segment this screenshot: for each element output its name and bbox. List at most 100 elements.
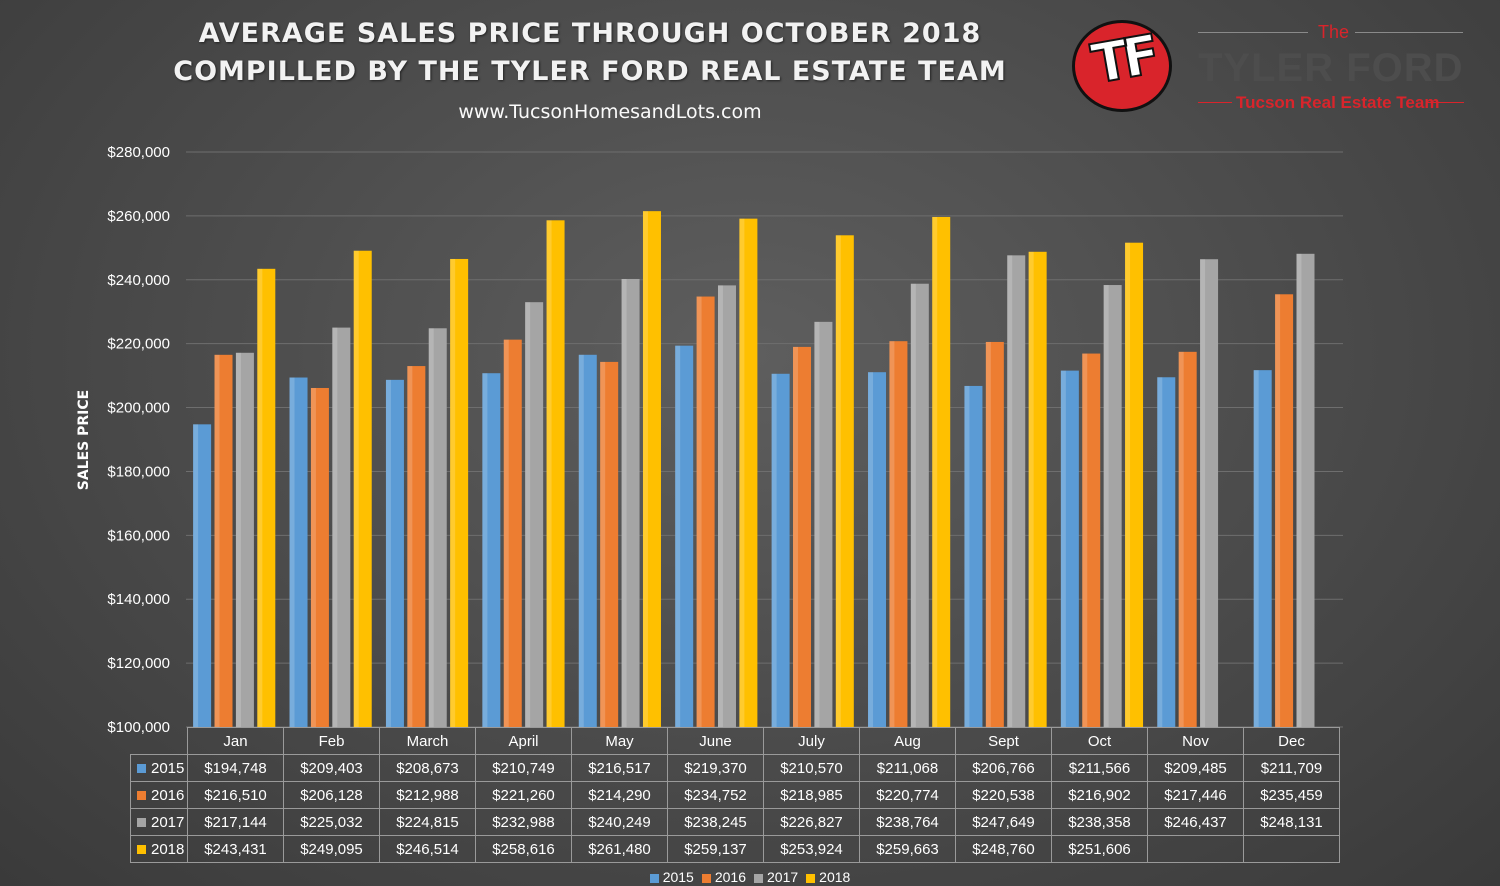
table-cell: $214,290 bbox=[571, 781, 668, 809]
bar-2016-march bbox=[407, 366, 426, 727]
series-swatch bbox=[137, 791, 146, 801]
bar-2018-oct bbox=[1125, 242, 1144, 727]
table-cell bbox=[1243, 835, 1340, 863]
table-cell: $240,249 bbox=[571, 808, 668, 836]
bar-highlight bbox=[814, 321, 820, 727]
table-cell: $232,988 bbox=[475, 808, 572, 836]
table-cell: $238,245 bbox=[667, 808, 764, 836]
table-cell: $218,985 bbox=[763, 781, 860, 809]
y-tick-label: $160,000 bbox=[107, 527, 170, 544]
table-cell: $261,480 bbox=[571, 835, 668, 863]
table-cell: $226,827 bbox=[763, 808, 860, 836]
table-cell: $210,749 bbox=[475, 754, 572, 782]
table-column-header: July bbox=[763, 727, 860, 755]
y-tick-label: $220,000 bbox=[107, 336, 170, 353]
bar-highlight bbox=[428, 328, 434, 727]
bar-highlight bbox=[964, 385, 970, 727]
table-cell: $211,709 bbox=[1243, 754, 1340, 782]
table-row-header: 2016 bbox=[130, 781, 188, 809]
table-cell: $235,459 bbox=[1243, 781, 1340, 809]
bar-highlight bbox=[1253, 370, 1259, 727]
series-swatch bbox=[137, 764, 146, 774]
bar-highlight bbox=[1028, 251, 1034, 728]
bar-highlight bbox=[1103, 285, 1109, 727]
table-cell: $246,437 bbox=[1147, 808, 1244, 836]
bar-highlight bbox=[289, 377, 295, 727]
bar-highlight bbox=[482, 373, 488, 727]
bar-2017-dec bbox=[1296, 253, 1315, 727]
bar-highlight bbox=[214, 354, 220, 727]
table-cell: $216,517 bbox=[571, 754, 668, 782]
bar-highlight bbox=[868, 372, 874, 727]
table-cell: $248,760 bbox=[955, 835, 1052, 863]
bar-highlight bbox=[353, 250, 359, 727]
bar-highlight bbox=[932, 216, 938, 727]
bar-2016-june bbox=[696, 296, 715, 727]
table-cell: $216,902 bbox=[1051, 781, 1148, 809]
bar-2015-april bbox=[482, 373, 501, 727]
table-column-header: April bbox=[475, 727, 572, 755]
y-tick-label: $140,000 bbox=[107, 591, 170, 608]
legend-item: 2018 bbox=[806, 869, 850, 885]
chart-title-line1: AVERAGE SALES PRICE THROUGH OCTOBER 2018 bbox=[198, 18, 982, 49]
bar-highlight bbox=[739, 218, 745, 727]
y-tick-label: $200,000 bbox=[107, 400, 170, 417]
bar-2015-nov bbox=[1157, 377, 1176, 727]
table-cell: $258,616 bbox=[475, 835, 572, 863]
bar-highlight bbox=[985, 341, 991, 727]
bar-highlight bbox=[793, 346, 799, 727]
table-column-header: Oct bbox=[1051, 727, 1148, 755]
legend-swatch bbox=[754, 873, 763, 883]
table-cell: $211,068 bbox=[859, 754, 956, 782]
bar-2016-jan bbox=[214, 354, 233, 727]
bar-2015-jan bbox=[193, 424, 212, 727]
bar-2018-jan bbox=[257, 268, 276, 727]
y-tick-label: $280,000 bbox=[107, 144, 170, 161]
table-cell: $220,538 bbox=[955, 781, 1052, 809]
bar-highlight bbox=[450, 258, 456, 727]
bar-2017-may bbox=[621, 278, 640, 727]
table-cell: $238,764 bbox=[859, 808, 956, 836]
bar-2015-july bbox=[771, 373, 790, 727]
bar-2015-june bbox=[675, 345, 694, 727]
table-cell: $225,032 bbox=[283, 808, 380, 836]
bar-2016-dec bbox=[1275, 294, 1294, 727]
logo-divider bbox=[1355, 32, 1463, 33]
bar-2017-sept bbox=[1007, 255, 1026, 727]
bar-highlight bbox=[642, 211, 648, 727]
legend-swatch bbox=[701, 873, 711, 883]
bar-2017-april bbox=[525, 302, 544, 727]
bar-2015-march bbox=[385, 379, 404, 727]
bar-highlight bbox=[621, 278, 627, 727]
bar-2017-march bbox=[428, 328, 447, 727]
table-cell: $259,663 bbox=[859, 835, 956, 863]
y-tick-label: $120,000 bbox=[107, 655, 170, 672]
table-cell: $224,815 bbox=[379, 808, 476, 836]
table-cell: $208,673 bbox=[379, 754, 476, 782]
table-cell: $217,144 bbox=[187, 808, 284, 836]
series-name: 2015 bbox=[151, 759, 185, 777]
bar-2018-june bbox=[739, 218, 758, 727]
bar-2016-feb bbox=[310, 387, 329, 727]
legend-label: 2016 bbox=[714, 869, 746, 885]
bar-2017-oct bbox=[1103, 285, 1122, 727]
table-column-header: Sept bbox=[955, 727, 1052, 755]
table-row: 2017 $217,144 $225,032 $224,815 $232,988 $240… bbox=[130, 808, 1340, 836]
table-cell: $253,924 bbox=[763, 835, 860, 863]
bar-2018-march bbox=[450, 258, 469, 727]
bar-highlight bbox=[193, 424, 199, 727]
table-cell: $238,358 bbox=[1051, 808, 1148, 836]
bar-2018-april bbox=[546, 220, 565, 727]
legend-label: 2018 bbox=[819, 869, 851, 885]
bar-highlight bbox=[1157, 377, 1163, 727]
table-column-header: Dec bbox=[1243, 727, 1340, 755]
chart-title-line2: COMPILLED BY THE TYLER FORD REAL ESTATE … bbox=[173, 56, 1007, 87]
table-column-header: March bbox=[379, 727, 476, 755]
bar-highlight bbox=[1082, 353, 1088, 727]
table-cell: $221,260 bbox=[475, 781, 572, 809]
table-row-header: 2017 bbox=[130, 808, 188, 836]
logo-tagline: Tucson Real Estate Team bbox=[1236, 93, 1440, 112]
bar-highlight bbox=[546, 220, 552, 727]
logo-divider bbox=[1426, 102, 1464, 103]
